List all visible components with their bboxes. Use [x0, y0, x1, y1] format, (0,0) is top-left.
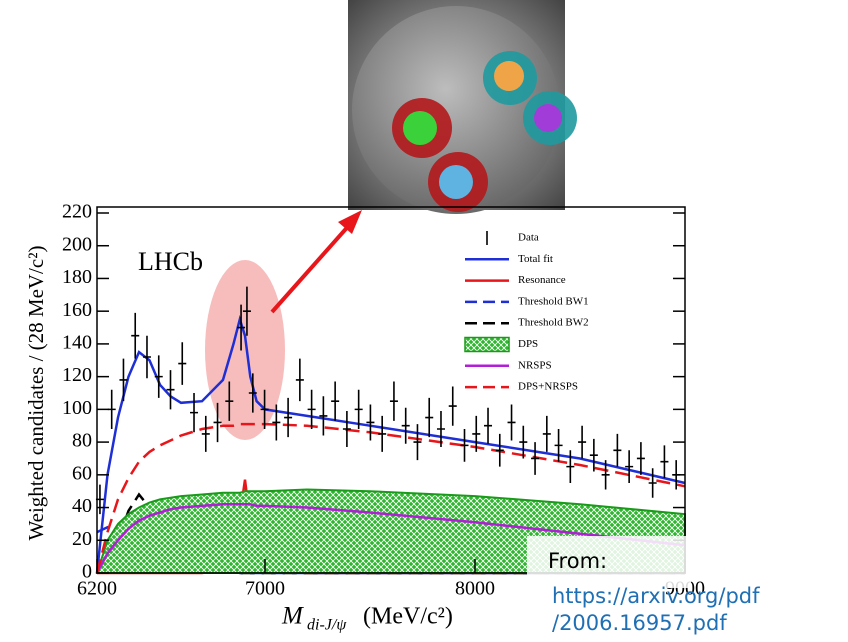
data-point [449, 386, 457, 425]
data-point [425, 398, 433, 437]
y-tick-label: 160 [62, 299, 92, 321]
source-link[interactable]: /2006.16957.pdf [552, 611, 727, 635]
data-point [637, 442, 645, 475]
data-point [413, 424, 421, 460]
experiment-label: LHCb [138, 247, 203, 276]
data-point [319, 396, 327, 435]
data-point [578, 426, 586, 459]
data-point [119, 359, 127, 402]
y-tick-label: 200 [62, 233, 92, 255]
data-point [308, 390, 316, 429]
x-tick-label: 7000 [245, 578, 285, 600]
y-tick-label: 140 [62, 332, 92, 354]
legend-swatch [465, 338, 509, 352]
data-point [625, 450, 633, 483]
data-point [167, 370, 175, 409]
x-tick-label: 6200 [77, 578, 117, 600]
chart: 0204060801001201401601802002206200700080… [0, 0, 848, 642]
y-tick-label: 180 [62, 266, 92, 288]
data-point [390, 382, 398, 421]
y-tick-label: 40 [72, 495, 92, 517]
data-point [484, 408, 492, 444]
data-point [543, 416, 551, 452]
legend-label: NRSPS [518, 359, 552, 371]
legend-label: Threshold BW2 [518, 317, 589, 329]
y-tick-label: 100 [62, 397, 92, 419]
data-point [143, 336, 151, 379]
y-tick-label: 60 [72, 462, 92, 484]
data-point [331, 382, 339, 421]
data-point [613, 434, 621, 467]
data-point [566, 450, 574, 483]
legend-label: Resonance [518, 274, 566, 286]
data-point [531, 442, 539, 475]
legend-label: Data [518, 232, 539, 244]
data-point [296, 359, 304, 402]
data-point [343, 411, 351, 447]
y-axis-label: Weighted candidates / (28 MeV/c²) [24, 245, 48, 540]
data-point [378, 416, 386, 452]
y-tick-label: 80 [72, 430, 92, 452]
data-point [155, 355, 163, 398]
data-point [202, 416, 210, 452]
data-point [178, 342, 186, 385]
legend-label: Threshold BW1 [518, 295, 589, 307]
y-tick-label: 220 [62, 201, 92, 223]
x-axis-symbol: M [281, 603, 304, 630]
x-tick-label: 8000 [455, 578, 495, 600]
data-point [649, 468, 657, 497]
data-point [284, 398, 292, 437]
x-axis-subscript: di-J/ψ [307, 617, 347, 634]
data-point [660, 445, 668, 478]
legend-label: DPS+NRSPS [518, 381, 578, 393]
arrow-head [338, 210, 362, 234]
data-point [190, 393, 198, 432]
y-tick-label: 120 [62, 364, 92, 386]
legend-label: DPS [518, 338, 538, 350]
data-point [508, 404, 516, 440]
y-tick-label: 20 [72, 528, 92, 550]
arrow [272, 222, 352, 312]
source-link[interactable]: https://arxiv.org/pdf [552, 584, 760, 608]
data-point [496, 434, 504, 467]
inset-image [348, 0, 577, 214]
data-point [590, 439, 598, 472]
data-point [461, 429, 469, 462]
legend-label: Total fit [518, 253, 553, 265]
source-prefix: From: [548, 549, 607, 573]
x-axis-unit: (MeV/c²) [363, 604, 453, 630]
data-point [366, 404, 374, 440]
